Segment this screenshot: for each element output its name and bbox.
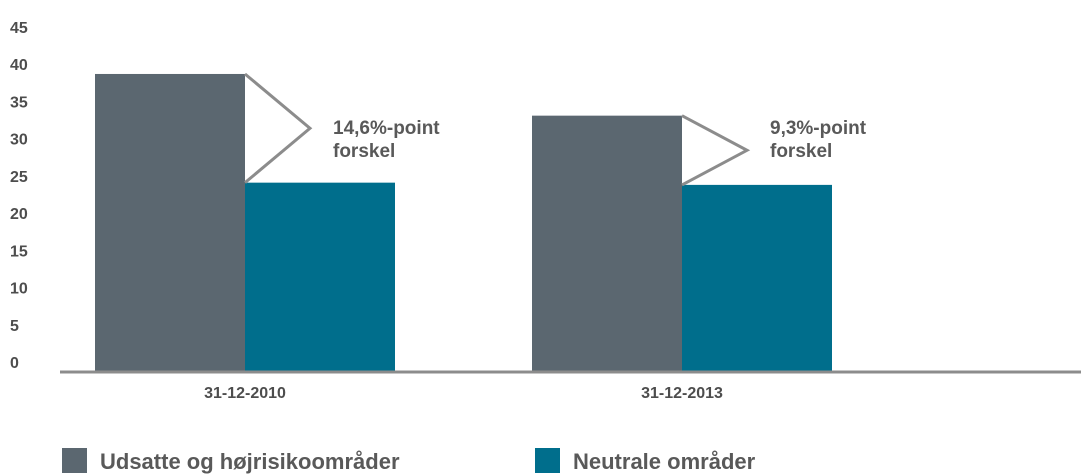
annotation: forskel	[333, 141, 395, 162]
bar	[682, 184, 832, 371]
y-tick-label: 0	[10, 355, 19, 372]
annotation: 9,3%-point	[770, 118, 867, 139]
bar	[95, 73, 245, 371]
y-tick-label: 15	[10, 243, 28, 260]
y-tick-label: 20	[10, 206, 28, 223]
legend-label: Udsatte og højrisikoområder	[100, 449, 400, 474]
legend-swatch	[62, 448, 87, 473]
bar	[245, 182, 395, 371]
difference-bracket	[244, 72, 313, 184]
x-tick-label: 31-12-2013	[641, 385, 723, 402]
difference-bracket	[681, 114, 751, 187]
annotation: 14,6%-point	[333, 118, 440, 139]
legend-label: Neutrale områder	[573, 449, 756, 474]
y-tick-label: 30	[10, 132, 28, 149]
y-tick-label: 40	[10, 57, 28, 74]
x-tick-label: 31-12-2010	[204, 385, 286, 402]
y-tick-label: 45	[10, 20, 28, 37]
y-tick-label: 35	[10, 94, 28, 111]
y-tick-label: 5	[10, 318, 19, 335]
legend-swatch	[535, 448, 560, 473]
annotation: forskel	[770, 141, 832, 162]
bar	[532, 115, 682, 372]
y-tick-label: 10	[10, 281, 28, 298]
y-tick-label: 25	[10, 169, 28, 186]
